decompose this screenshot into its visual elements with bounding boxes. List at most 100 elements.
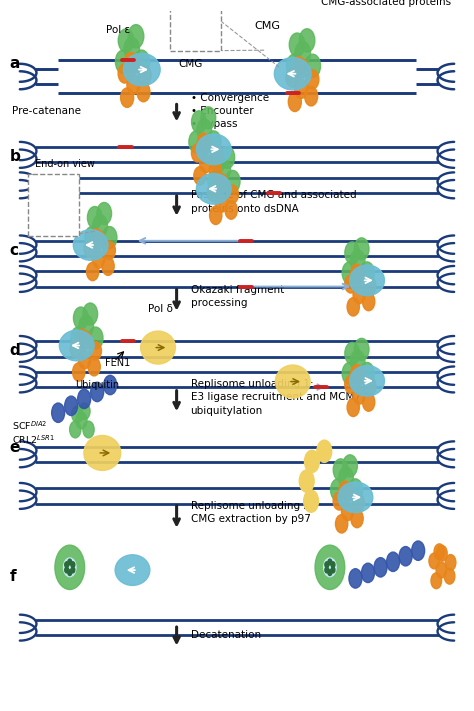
Circle shape — [88, 358, 100, 376]
Circle shape — [79, 315, 93, 337]
Circle shape — [196, 21, 201, 27]
Circle shape — [216, 194, 228, 212]
Circle shape — [190, 21, 194, 27]
Circle shape — [349, 569, 362, 588]
Text: Ubiquitin: Ubiquitin — [75, 380, 120, 390]
Circle shape — [72, 406, 83, 422]
Circle shape — [345, 242, 360, 264]
Circle shape — [83, 421, 94, 438]
Circle shape — [347, 398, 359, 417]
Circle shape — [90, 229, 102, 247]
Circle shape — [91, 383, 104, 402]
Circle shape — [38, 183, 69, 229]
Circle shape — [437, 545, 447, 561]
Text: SCF$^{DIA2}$: SCF$^{DIA2}$ — [12, 419, 47, 432]
Circle shape — [208, 171, 223, 193]
Text: Passage of CMG and associated
proteins onto dsDNA: Passage of CMG and associated proteins o… — [191, 191, 356, 213]
Circle shape — [79, 403, 90, 419]
Circle shape — [193, 23, 197, 30]
Circle shape — [434, 544, 445, 560]
Circle shape — [351, 264, 363, 282]
FancyBboxPatch shape — [28, 173, 79, 236]
Circle shape — [348, 479, 363, 501]
Circle shape — [93, 230, 105, 249]
Text: a: a — [9, 55, 20, 70]
Circle shape — [189, 131, 204, 153]
Circle shape — [128, 54, 141, 74]
Circle shape — [294, 79, 308, 98]
Ellipse shape — [73, 230, 108, 260]
Circle shape — [324, 558, 336, 577]
Ellipse shape — [350, 365, 384, 396]
Circle shape — [103, 241, 115, 260]
Circle shape — [315, 545, 345, 589]
Circle shape — [102, 257, 114, 275]
Circle shape — [333, 491, 346, 510]
Text: Pol ε: Pol ε — [107, 25, 131, 35]
Circle shape — [364, 377, 376, 395]
Circle shape — [295, 41, 310, 65]
Circle shape — [120, 88, 134, 107]
Circle shape — [134, 50, 149, 73]
Circle shape — [115, 50, 131, 73]
Circle shape — [345, 274, 357, 293]
Circle shape — [65, 562, 69, 567]
Circle shape — [354, 338, 369, 360]
Circle shape — [207, 183, 219, 201]
Circle shape — [353, 285, 365, 304]
Circle shape — [206, 131, 221, 153]
Circle shape — [292, 57, 305, 76]
Circle shape — [76, 412, 87, 429]
Circle shape — [197, 133, 210, 151]
Circle shape — [78, 389, 91, 409]
Circle shape — [325, 562, 329, 567]
Ellipse shape — [275, 365, 310, 398]
Circle shape — [68, 570, 72, 575]
Circle shape — [180, 0, 210, 44]
Text: Decatenation: Decatenation — [191, 629, 261, 640]
Text: Replisome unloading 2:
CMG extraction by p97: Replisome unloading 2: CMG extraction by… — [191, 501, 313, 524]
Circle shape — [299, 28, 315, 52]
Circle shape — [429, 553, 439, 569]
Text: f: f — [9, 569, 16, 584]
Circle shape — [304, 450, 319, 473]
Circle shape — [85, 227, 100, 249]
Circle shape — [209, 161, 221, 180]
Circle shape — [350, 351, 365, 373]
Ellipse shape — [338, 482, 373, 513]
Circle shape — [353, 386, 365, 404]
Circle shape — [52, 403, 64, 422]
Circle shape — [364, 277, 376, 295]
Circle shape — [345, 343, 360, 365]
Circle shape — [191, 144, 204, 162]
Circle shape — [352, 493, 365, 512]
Circle shape — [354, 266, 366, 284]
Circle shape — [363, 393, 375, 411]
Circle shape — [288, 92, 301, 112]
Circle shape — [360, 363, 374, 385]
Circle shape — [295, 58, 308, 78]
Circle shape — [87, 206, 102, 228]
Circle shape — [411, 541, 425, 560]
Circle shape — [444, 568, 455, 584]
Circle shape — [362, 563, 374, 582]
Circle shape — [128, 25, 144, 48]
Circle shape — [102, 227, 117, 249]
Circle shape — [84, 240, 96, 257]
Circle shape — [48, 206, 52, 212]
Text: CMG: CMG — [178, 59, 203, 69]
Circle shape — [436, 562, 447, 578]
Text: • Convergence
• Encounter
• Bypass: • Convergence • Encounter • Bypass — [191, 93, 269, 129]
Text: End-on view: End-on view — [35, 159, 95, 169]
Circle shape — [325, 567, 329, 573]
Circle shape — [191, 111, 206, 133]
Circle shape — [200, 154, 212, 173]
Circle shape — [387, 552, 400, 572]
Circle shape — [79, 331, 91, 349]
Circle shape — [71, 562, 75, 567]
Circle shape — [64, 558, 76, 577]
Circle shape — [201, 107, 216, 129]
Ellipse shape — [141, 331, 175, 364]
Circle shape — [354, 366, 366, 385]
Circle shape — [104, 375, 117, 395]
